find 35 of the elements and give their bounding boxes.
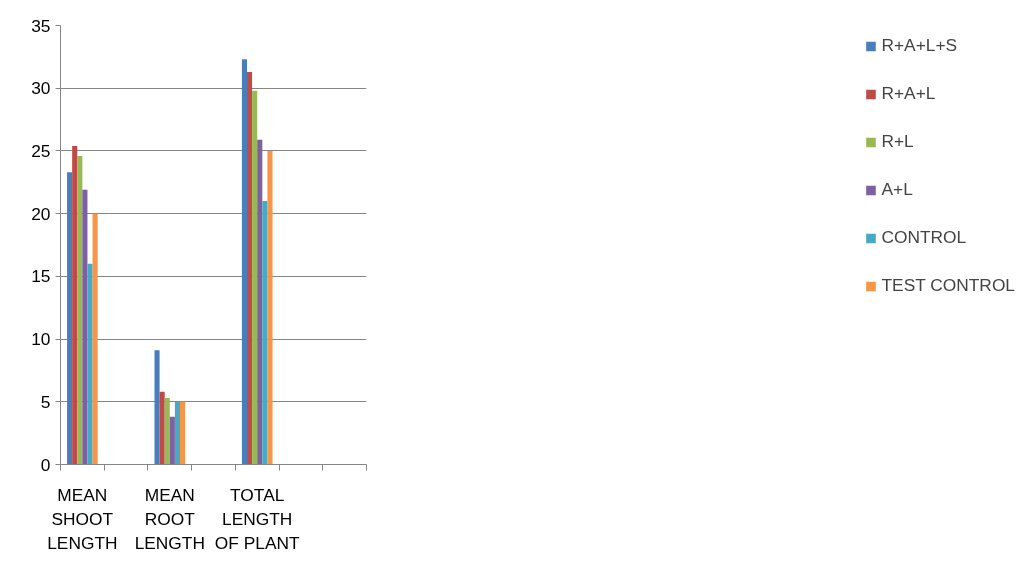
legend-label: R+L — [881, 131, 914, 152]
bar — [82, 189, 88, 465]
legend-label: TEST CONTROL — [881, 275, 1015, 296]
y-tick-label: 0 — [40, 454, 51, 475]
bar — [154, 350, 160, 465]
bar — [87, 263, 93, 465]
bar — [169, 416, 175, 465]
y-tick-label: 5 — [40, 391, 51, 412]
legend-label: CONTROL — [881, 227, 967, 248]
y-tick-label: 20 — [31, 203, 51, 224]
y-tick-label: 25 — [31, 140, 51, 161]
bar — [257, 139, 263, 465]
y-tick-label: 10 — [31, 329, 51, 350]
bar — [67, 172, 73, 465]
y-tick-label: 35 — [31, 15, 51, 36]
y-tick-label: 30 — [31, 78, 51, 99]
bar — [247, 71, 253, 465]
bar — [77, 155, 83, 465]
bar — [267, 150, 273, 465]
bar — [92, 213, 98, 465]
bar — [72, 145, 78, 465]
bar — [262, 201, 268, 465]
bar — [252, 90, 258, 465]
bar — [179, 401, 186, 465]
legend-label: R+A+L+S — [881, 35, 958, 56]
x-tick-label: MEAN SHOOT LENGTH — [47, 484, 118, 553]
x-tick-label: MEAN ROOT LENGTH — [134, 484, 205, 553]
x-tick-label: TOTAL LENGTH OF PLANT — [214, 484, 300, 553]
bar — [164, 398, 170, 465]
bar — [174, 401, 180, 465]
bar — [241, 59, 248, 465]
legend-label: A+L — [881, 179, 913, 200]
y-tick-label: 15 — [31, 266, 51, 287]
bar — [159, 391, 165, 465]
legend-label: R+A+L — [881, 83, 936, 104]
